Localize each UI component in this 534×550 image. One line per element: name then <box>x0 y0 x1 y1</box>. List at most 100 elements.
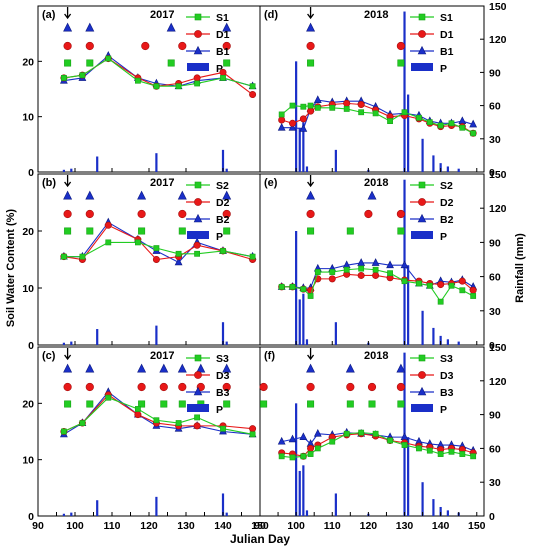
red-circle-marker <box>194 30 202 38</box>
green-square-marker <box>314 104 321 111</box>
green-square-marker <box>343 430 350 437</box>
rainfall-bar <box>62 342 65 345</box>
rainfall-bar <box>221 149 225 172</box>
chart-panel: (d) 2018 S1 D1 B1 P 0 30 60 90 120 150 <box>259 1 507 179</box>
rainfall-bar <box>403 11 406 173</box>
legend-label: D1 <box>216 29 230 41</box>
rainfall-bar <box>446 510 449 516</box>
green-square-marker <box>64 59 72 67</box>
blue-triangle-marker <box>345 363 355 373</box>
green-square-marker <box>167 59 175 67</box>
legend-rainfall-swatch <box>411 404 433 412</box>
chart-panel: (a) 2017 S1 D1 B1 P 0 10 20 <box>22 5 261 179</box>
green-square-marker <box>307 451 314 457</box>
rainfall-bar <box>446 339 449 345</box>
panel-label: (e) <box>264 177 278 189</box>
blue-triangle-marker <box>196 363 206 373</box>
panel-label: (b) <box>42 177 56 189</box>
red-circle-marker <box>343 99 351 107</box>
y-tick-label: 0 <box>489 167 495 179</box>
x-tick-label: 150 <box>251 520 269 532</box>
green-square-marker <box>437 122 444 129</box>
blue-triangle-marker <box>400 432 409 441</box>
red-circle-marker <box>259 382 268 392</box>
panel-frame <box>259 5 485 173</box>
rainfall-bar <box>295 403 298 516</box>
green-square-marker <box>64 400 72 408</box>
green-square-marker <box>387 437 393 444</box>
green-square-marker <box>194 181 202 189</box>
green-square-marker <box>448 120 455 127</box>
green-square-marker <box>260 400 268 408</box>
x-tick-label: 100 <box>287 520 305 532</box>
rainfall-bar <box>439 506 442 516</box>
green-square-marker <box>278 111 285 118</box>
green-square-marker <box>223 59 231 67</box>
y-tick-label: 90 <box>489 410 501 422</box>
rainfall-bar <box>305 339 309 345</box>
blue-triangle-marker <box>306 190 316 200</box>
green-square-marker <box>416 445 422 452</box>
red-circle-marker <box>396 41 406 51</box>
panel-year: 2017 <box>150 9 174 21</box>
rainfall-bar <box>439 163 442 172</box>
green-square-marker <box>314 269 321 275</box>
green-square-marker <box>178 400 186 408</box>
red-circle-marker <box>418 198 426 206</box>
blue-triangle-marker <box>469 119 478 128</box>
green-square-marker <box>138 227 146 235</box>
down-arrow-icon <box>64 348 72 361</box>
panel-year: 2018 <box>364 177 388 189</box>
rainfall-bar <box>334 493 337 516</box>
y-tick-label: 150 <box>489 342 507 354</box>
y-tick-label: 0 <box>28 340 34 352</box>
blue-triangle-marker <box>306 363 316 373</box>
green-square-marker <box>278 453 285 460</box>
green-square-marker <box>289 283 296 290</box>
y-tick-label: 0 <box>28 511 34 523</box>
green-square-marker <box>307 293 314 299</box>
green-square-marker <box>153 417 160 424</box>
rainfall-bar <box>446 166 449 172</box>
panel-year: 2017 <box>150 350 174 362</box>
red-circle-marker <box>307 444 315 452</box>
red-circle-marker <box>372 271 380 279</box>
rainfall-bar <box>221 322 225 345</box>
down-arrow-icon <box>64 7 72 20</box>
rainfall-bar <box>407 265 410 345</box>
y-tick-label: 0 <box>489 511 495 523</box>
green-square-marker <box>358 429 365 436</box>
red-circle-marker <box>85 209 94 219</box>
rainfall-bar <box>432 499 435 516</box>
red-circle-marker <box>249 91 257 99</box>
blue-triangle-marker <box>313 95 322 103</box>
green-square-marker <box>220 75 226 81</box>
y-tick-label: 0 <box>489 340 495 352</box>
panel-label: (f) <box>264 350 275 362</box>
green-square-marker <box>387 270 393 277</box>
green-square-marker <box>401 442 408 448</box>
red-circle-marker <box>194 371 202 379</box>
red-circle-marker <box>137 209 146 219</box>
green-square-marker <box>459 124 466 131</box>
green-square-marker <box>343 106 350 112</box>
legend-label: P <box>440 404 447 416</box>
red-circle-marker <box>357 271 365 279</box>
green-square-marker <box>426 282 433 289</box>
green-square-marker <box>175 420 182 426</box>
green-square-marker <box>64 227 72 235</box>
green-square-marker <box>372 430 379 437</box>
panel-year: 2018 <box>364 350 388 362</box>
green-square-marker <box>329 438 336 445</box>
legend-label: B2 <box>440 214 454 226</box>
rainfall-bar <box>421 482 424 516</box>
rainfall-bar <box>70 512 73 516</box>
green-square-marker <box>105 239 112 246</box>
legend-label: S2 <box>440 180 453 192</box>
y-tick-label: 20 <box>22 398 34 410</box>
green-square-marker <box>194 354 202 362</box>
green-square-marker <box>249 83 256 90</box>
rainfall-bar <box>96 500 99 516</box>
blue-triangle-marker <box>174 257 183 266</box>
rainfall-bar <box>298 127 301 172</box>
